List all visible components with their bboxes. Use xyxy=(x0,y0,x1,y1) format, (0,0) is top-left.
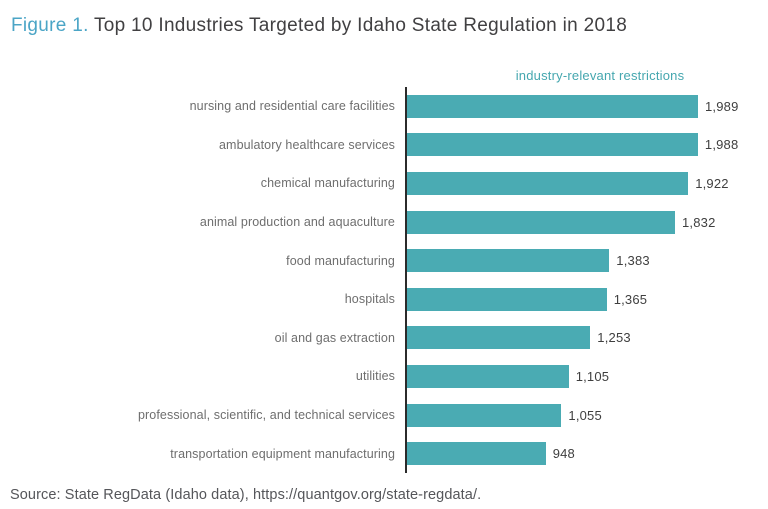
bar-chart-rows: nursing and residential care facilities 1… xyxy=(0,87,768,473)
bar xyxy=(407,403,562,427)
category-label: animal production and aquaculture xyxy=(199,215,395,230)
bar-cell: 1,105 xyxy=(405,357,768,396)
value-label: 1,055 xyxy=(568,407,602,423)
bar xyxy=(407,287,607,311)
bar xyxy=(407,249,610,273)
figure-title-text: Top 10 Industries Targeted by Idaho Stat… xyxy=(93,15,628,36)
figure-number-label: Figure 1. xyxy=(11,15,89,36)
value-label: 1,253 xyxy=(597,330,631,346)
chart-row: animal production and aquaculture 1,832 xyxy=(0,202,768,242)
category-label: utilities xyxy=(355,369,395,384)
category-label: transportation equipment manufacturing xyxy=(170,446,395,461)
series-header-label: industry-relevant restrictions xyxy=(515,68,685,83)
category-label: food manufacturing xyxy=(286,253,395,268)
bar xyxy=(407,133,698,157)
chart-row: chemical manufacturing 1,922 xyxy=(0,164,768,203)
chart-row: utilities 1,105 xyxy=(0,357,768,396)
chart-row: oil and gas extraction 1,253 xyxy=(0,318,768,358)
bar xyxy=(407,442,546,466)
value-label: 1,383 xyxy=(616,253,650,269)
value-label: 1,365 xyxy=(613,291,648,307)
value-label: 1,832 xyxy=(682,214,716,230)
category-label: nursing and residential care facilities xyxy=(189,99,395,114)
bar-cell: 1,989 xyxy=(405,87,768,126)
chart-row: ambulatory healthcare services 1,988 xyxy=(0,125,768,165)
bar xyxy=(407,326,591,350)
bar xyxy=(407,171,689,195)
bar-cell: 1,383 xyxy=(405,241,768,280)
chart-row: transportation equipment manufacturing 94… xyxy=(0,434,768,473)
value-label: 948 xyxy=(552,446,575,462)
bar-cell: 1,988 xyxy=(405,125,768,165)
chart-row: nursing and residential care facilities 1… xyxy=(0,87,768,126)
value-label: 1,922 xyxy=(695,175,729,191)
bar xyxy=(407,364,569,388)
value-label: 1,988 xyxy=(704,137,739,153)
chart-row: professional, scientific, and technical … xyxy=(0,395,768,435)
source-note: Source: State RegData (Idaho data), http… xyxy=(10,487,482,503)
category-label: hospitals xyxy=(344,292,395,307)
category-label: chemical manufacturing xyxy=(260,176,395,191)
category-label: ambulatory healthcare services xyxy=(219,137,395,152)
bar-chart: nursing and residential care facilities 1… xyxy=(0,87,768,473)
value-label: 1,989 xyxy=(705,98,739,114)
value-label: 1,105 xyxy=(575,368,610,384)
bar-cell: 1,922 xyxy=(405,164,768,203)
bar-cell: 1,253 xyxy=(405,318,768,358)
bar-cell: 1,365 xyxy=(405,279,768,319)
bar xyxy=(407,210,675,234)
bar-cell: 948 xyxy=(405,434,768,473)
bar xyxy=(407,94,698,118)
figure-title: Figure 1. Top 10 Industries Targeted by … xyxy=(11,15,627,37)
bar-cell: 1,832 xyxy=(405,202,768,242)
category-label: professional, scientific, and technical … xyxy=(137,408,395,423)
bar-cell: 1,055 xyxy=(405,395,768,435)
chart-row: food manufacturing 1,383 xyxy=(0,241,768,280)
chart-row: hospitals 1,365 xyxy=(0,279,768,319)
category-label: oil and gas extraction xyxy=(274,330,395,345)
